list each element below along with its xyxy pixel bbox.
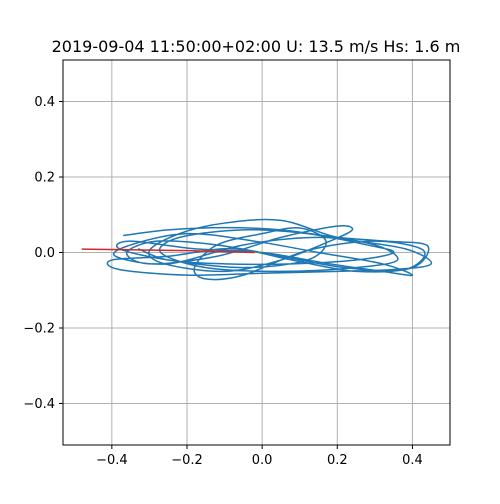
- series-line-1: [81, 248, 255, 254]
- series-layer: [81, 218, 433, 281]
- y-tick-label: −0.2: [23, 321, 55, 336]
- chart-title: 2019-09-04 11:50:00+02:00 U: 13.5 m/s Hs…: [52, 37, 461, 56]
- y-tick-label: 0.4: [34, 95, 55, 110]
- y-tick-label: −0.4: [23, 397, 55, 412]
- x-tick-label: 0.0: [252, 453, 273, 468]
- series-line-0: [106, 218, 433, 281]
- x-tick-label: −0.4: [96, 453, 128, 468]
- x-tick-label: −0.2: [171, 453, 203, 468]
- y-tick-label: 0.0: [34, 246, 55, 261]
- ticks: −0.4 −0.2 0.0 0.2 0.4 0.4 0.2 0.0 −0.2 −0.4: [23, 95, 422, 468]
- x-tick-label: 0.4: [402, 453, 423, 468]
- y-tick-label: 0.2: [34, 171, 55, 186]
- x-tick-label: 0.2: [327, 453, 348, 468]
